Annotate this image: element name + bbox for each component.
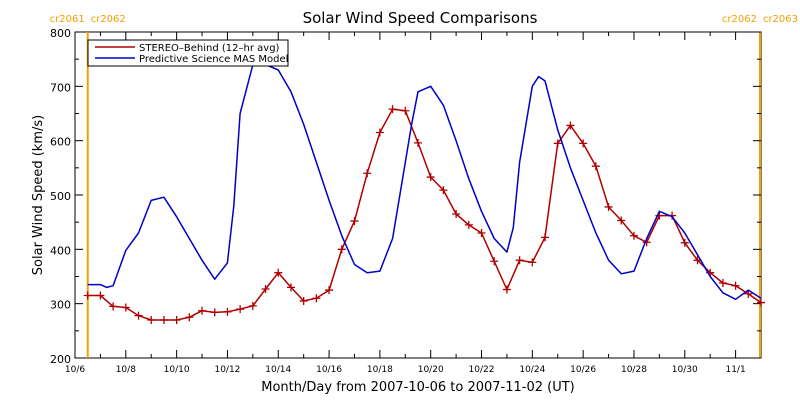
stereo-data-point: [325, 286, 334, 295]
stereo-data-point: [426, 173, 435, 182]
stereo-data-point: [134, 311, 143, 320]
x-tick-label: 10/12: [214, 365, 240, 375]
stereo-data-point: [96, 291, 105, 300]
stereo-data-point: [490, 257, 499, 266]
stereo-data-point: [236, 305, 245, 314]
stereo-data-point: [198, 306, 207, 315]
stereo-data-point: [147, 315, 156, 324]
stereo-data-point: [452, 210, 461, 219]
x-axis: 10/6 10/8 10/10 10/12 10/14 10/16 10/18 10/20 10…: [65, 32, 746, 375]
stereo-data-point: [109, 302, 118, 311]
x-tick-label: 10/10: [164, 365, 190, 375]
rotation-label: cr2062: [91, 14, 126, 25]
stereo-behind-line: [87, 108, 762, 321]
stereo-data-point: [528, 258, 537, 267]
stereo-data-point: [261, 284, 270, 293]
stereo-data-point: [477, 229, 486, 238]
stereo-data-point: [375, 128, 384, 137]
stereo-data-point: [350, 217, 359, 226]
stereo-data-point: [312, 294, 321, 303]
mas-model-line: [87, 63, 762, 301]
x-tick-label: 11/1: [725, 365, 745, 375]
x-tick-label: 10/26: [570, 365, 596, 375]
legend-box: [87, 39, 289, 67]
stereo-data-point: [502, 285, 511, 294]
stereo-data-point: [515, 256, 524, 265]
stereo-data-point: [299, 296, 308, 305]
stereo-data-point: [414, 138, 422, 147]
stereo-data-point: [121, 303, 130, 312]
y-axis: 200 300 400 500 600 700 800: [50, 27, 761, 366]
chart-title: Solar Wind Speed Comparisons: [303, 9, 538, 27]
stereo-data-point: [439, 186, 448, 195]
x-tick-label: 10/6: [65, 365, 85, 375]
stereo-data-point: [464, 220, 473, 229]
stereo-data-point: [604, 202, 613, 211]
x-tick-label: 10/8: [116, 365, 136, 375]
y-axis-label: Solar Wind Speed (km/s): [31, 115, 46, 275]
x-tick-label: 10/16: [316, 365, 342, 375]
y-tick-label: 700: [50, 81, 71, 94]
stereo-data-point: [744, 289, 753, 298]
rotation-label: cr2063: [763, 14, 798, 25]
stereo-data-point: [757, 298, 765, 307]
stereo-data-point: [617, 216, 626, 225]
rotation-label: cr2062: [722, 14, 757, 25]
plot-frame: [74, 31, 762, 359]
y-tick-label: 500: [50, 190, 71, 203]
legend: STEREO–Behind (12–hr avg) Predictive Sci…: [87, 39, 289, 67]
stereo-data-point: [553, 139, 562, 148]
x-axis-label: Month/Day from 2007-10-06 to 2007-11-02 …: [261, 380, 574, 395]
stereo-data-point: [185, 313, 194, 322]
stereo-data-point: [83, 291, 92, 300]
stereo-data-point: [388, 105, 397, 114]
x-tick-label: 10/22: [469, 365, 495, 375]
stereo-data-point: [172, 315, 181, 324]
x-tick-label: 10/28: [621, 365, 647, 375]
rotation-label: cr2061: [50, 14, 85, 25]
stereo-data-point: [223, 307, 232, 316]
x-tick-label: 10/18: [367, 365, 393, 375]
stereo-data-point: [159, 315, 168, 324]
stereo-data-point: [579, 139, 588, 148]
y-tick-label: 200: [50, 353, 71, 366]
x-tick-label: 10/20: [418, 365, 444, 375]
y-tick-label: 600: [50, 136, 71, 149]
legend-label-model: Predictive Science MAS Model: [139, 54, 288, 65]
stereo-data-point: [210, 308, 219, 317]
x-tick-label: 10/14: [265, 365, 291, 375]
legend-label-stereo: STEREO–Behind (12–hr avg): [139, 43, 280, 54]
stereo-data-point: [274, 268, 283, 277]
stereo-data-point: [337, 245, 346, 254]
x-tick-label: 10/24: [519, 365, 545, 375]
y-tick-label: 300: [50, 299, 71, 312]
stereo-data-point: [731, 281, 740, 290]
x-tick-label: 10/30: [672, 365, 698, 375]
stereo-data-point: [401, 106, 410, 115]
stereo-data-point: [566, 121, 575, 130]
stereo-data-point: [363, 169, 372, 178]
series-lines: [83, 63, 765, 324]
stereo-data-point: [591, 162, 600, 171]
y-tick-label: 800: [50, 27, 71, 40]
stereo-data-point: [718, 279, 727, 288]
stereo-data-point: [629, 231, 638, 240]
stereo-data-point: [680, 238, 689, 247]
stereo-data-point: [541, 233, 550, 242]
y-tick-label: 400: [50, 244, 71, 257]
stereo-data-point: [248, 301, 257, 310]
stereo-data-point: [286, 283, 295, 292]
